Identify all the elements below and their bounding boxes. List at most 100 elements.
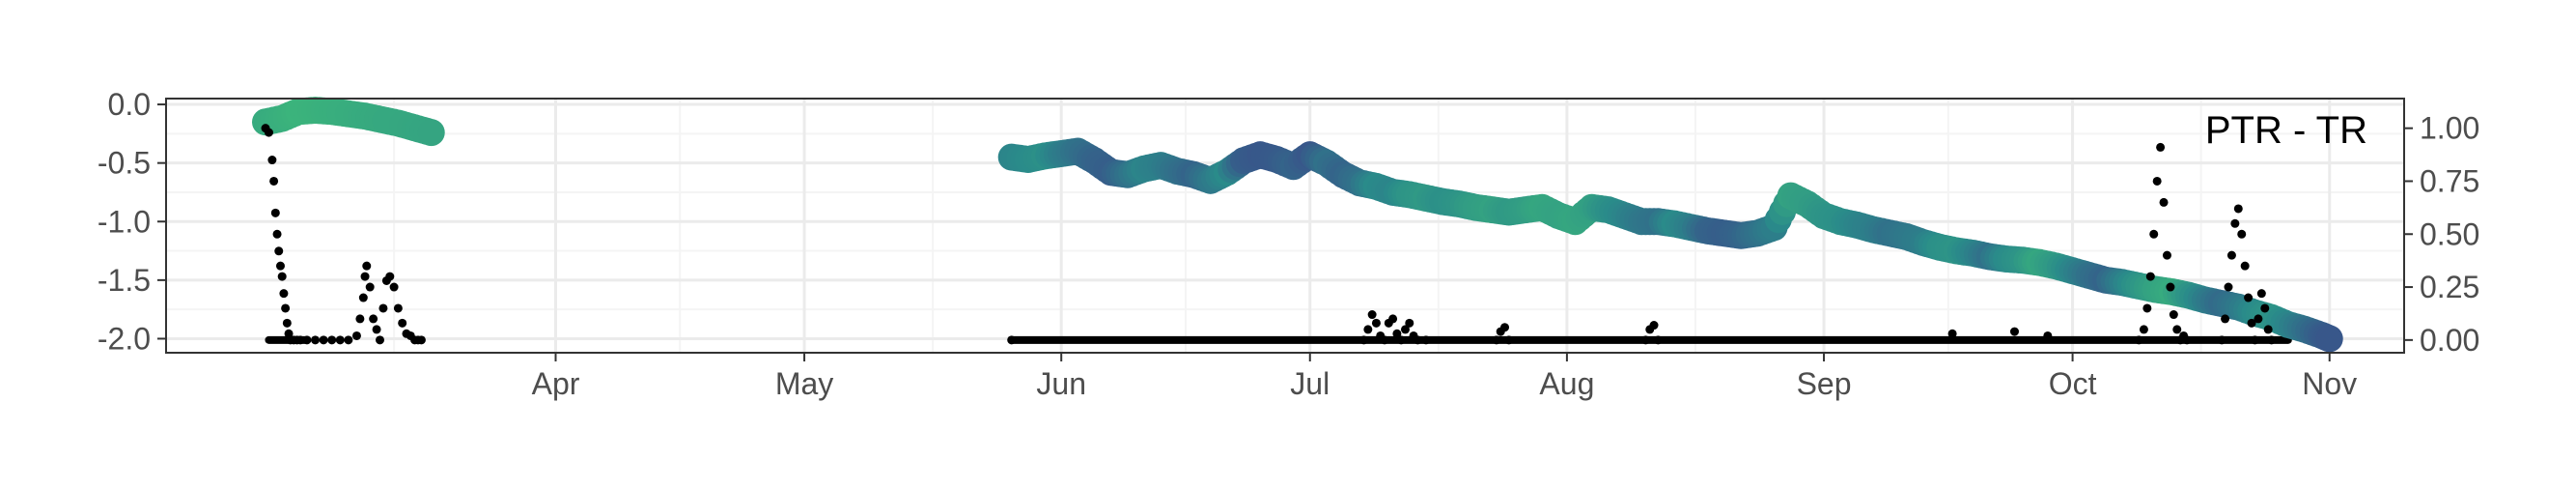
- small-point: [2162, 250, 2171, 260]
- y-tick-label: 0.0: [108, 87, 151, 122]
- small-point: [2267, 335, 2277, 345]
- y-tick-label: -1.5: [98, 263, 151, 298]
- small-point: [1367, 310, 1377, 320]
- small-point: [270, 208, 280, 217]
- small-point: [1363, 325, 1373, 334]
- small-point: [2159, 197, 2169, 207]
- y2-tick-label: 0.50: [2420, 216, 2479, 251]
- small-point: [2224, 282, 2233, 292]
- small-point: [2260, 303, 2270, 313]
- small-point: [327, 335, 337, 345]
- small-point: [1947, 329, 1957, 338]
- small-point: [378, 303, 388, 313]
- small-point: [2247, 318, 2256, 328]
- small-point: [2172, 325, 2182, 334]
- small-point: [1653, 335, 1663, 345]
- small-point: [351, 331, 361, 340]
- y-tick-label: -2.0: [98, 321, 151, 356]
- small-point: [1640, 335, 1650, 345]
- small-point: [275, 261, 285, 271]
- small-point: [2152, 176, 2162, 186]
- small-point: [389, 282, 399, 292]
- small-point: [360, 272, 370, 281]
- small-point: [2182, 335, 2192, 345]
- small-point: [2043, 331, 2053, 340]
- small-point: [369, 314, 378, 324]
- y-tick-label: -1.0: [98, 204, 151, 239]
- panel-label: PTR - TR: [2205, 109, 2367, 152]
- small-point: [2149, 229, 2159, 239]
- small-point: [1649, 321, 1659, 331]
- small-point: [416, 335, 426, 345]
- small-point: [1371, 318, 1381, 328]
- small-point: [372, 325, 381, 334]
- small-point: [2134, 335, 2143, 345]
- small-point: [2237, 229, 2247, 239]
- small-point: [2166, 282, 2175, 292]
- series-large-circles: [252, 97, 2343, 353]
- x-tick-label: Apr: [532, 366, 580, 401]
- small-point: [2256, 289, 2266, 299]
- small-point: [1421, 335, 1431, 345]
- small-point: [1396, 335, 1406, 345]
- series-small-points: [261, 124, 2277, 345]
- small-point: [1504, 335, 1514, 345]
- small-point: [2139, 325, 2148, 334]
- x-tick-label: Jun: [1036, 366, 1086, 401]
- axes: 0.0 -0.5 -1.0 -1.5 -2.0 1.00 0.75 0.50 0.25 0.00 A…: [98, 87, 2479, 401]
- small-point: [398, 318, 407, 328]
- y2-tick-label: 1.00: [2420, 111, 2479, 146]
- small-point: [295, 335, 305, 345]
- small-point: [2221, 314, 2230, 324]
- small-point: [2254, 314, 2263, 324]
- small-point: [1400, 325, 1410, 334]
- small-point: [344, 335, 353, 345]
- small-point: [2142, 303, 2152, 313]
- small-point: [375, 335, 384, 345]
- small-point: [1388, 314, 1398, 324]
- small-point: [2250, 335, 2259, 345]
- small-point: [1413, 335, 1422, 345]
- small-point: [362, 261, 372, 271]
- small-point: [2263, 325, 2273, 334]
- x-tick-label: Oct: [2049, 366, 2097, 401]
- small-point: [2145, 272, 2155, 281]
- small-point: [274, 246, 284, 256]
- small-point: [1492, 335, 1501, 345]
- small-point: [1380, 335, 1389, 345]
- small-point: [2226, 250, 2236, 260]
- panel-border: [165, 98, 2405, 354]
- small-point: [385, 272, 395, 281]
- small-point: [1359, 335, 1369, 345]
- x-tick-label: Sep: [1797, 366, 1852, 401]
- small-point: [2217, 335, 2226, 345]
- small-point: [2169, 310, 2178, 320]
- small-point: [365, 282, 375, 292]
- small-point: [302, 335, 312, 345]
- small-point: [1007, 335, 1017, 345]
- y2-tick-label: 0.00: [2420, 323, 2479, 358]
- small-point: [277, 272, 287, 281]
- small-point: [1392, 329, 1402, 338]
- x-tick-label: Nov: [2302, 366, 2357, 401]
- small-point: [2240, 261, 2250, 271]
- large-point: [2315, 325, 2343, 353]
- small-point: [335, 335, 345, 345]
- small-point: [319, 335, 328, 345]
- y-tick-label: -0.5: [98, 146, 151, 181]
- small-point: [358, 293, 368, 302]
- small-point: [2009, 327, 2019, 336]
- small-point: [267, 156, 277, 165]
- small-point: [269, 176, 279, 186]
- small-point: [355, 314, 365, 324]
- small-point: [311, 335, 321, 345]
- small-point: [1405, 318, 1414, 328]
- small-point: [393, 303, 403, 313]
- small-point: [281, 303, 291, 313]
- small-point: [264, 128, 273, 137]
- x-tick-label: May: [775, 366, 833, 401]
- small-point: [2156, 142, 2166, 152]
- x-tick-label: Aug: [1539, 366, 1594, 401]
